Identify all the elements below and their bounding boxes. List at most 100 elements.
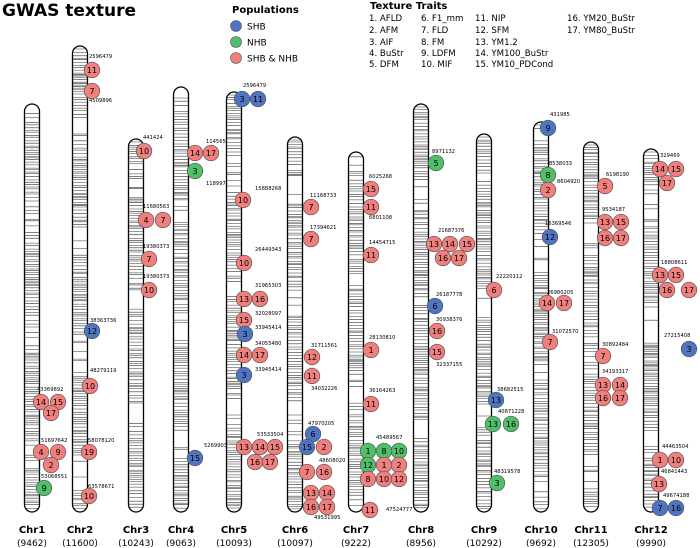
trait-marker-label: 17 — [255, 351, 265, 360]
trait-marker-label: 13 — [600, 218, 610, 227]
trait-marker-label: 11 — [253, 95, 263, 104]
position-label: 32337155 — [436, 362, 462, 368]
trait-marker: 7 — [541, 333, 559, 351]
trait-marker-label: 17 — [265, 458, 275, 467]
trait-marker-circle — [667, 160, 685, 178]
trait-marker-circle — [42, 456, 60, 474]
trait-marker: 15 — [298, 438, 316, 456]
trait-marker-circle — [485, 281, 503, 299]
trait-marker: 16 — [502, 415, 520, 433]
position-label: 26187778 — [436, 292, 462, 298]
chromosome-chr12: Chr12 (9990) 329469 18808611 27215408 4446350… — [634, 148, 698, 548]
trait-marker: 10 — [135, 142, 153, 160]
trait-marker-circle — [359, 470, 377, 488]
trait-marker-label: 15 — [671, 271, 681, 280]
chromosome-outline — [475, 133, 493, 513]
trait-marker-label: 2 — [396, 461, 401, 470]
chromosome-name: Chr2 — [67, 525, 93, 536]
trait-marker-label: 8 — [545, 171, 550, 180]
trait-marker: 11 — [249, 90, 267, 108]
position-label: 4509896 — [89, 98, 112, 104]
trait-marker-circle — [315, 438, 333, 456]
position-label: 34055480 — [255, 341, 281, 347]
trait-marker-circle — [458, 235, 476, 253]
trait-marker: 17 — [251, 346, 269, 364]
position-label: 11899752 — [206, 181, 232, 187]
trait-marker: 11 — [303, 367, 321, 385]
trait-marker: 12 — [541, 228, 559, 246]
trait-marker: 8 — [539, 166, 557, 184]
trait-item: 13. YM1.2 — [475, 38, 518, 48]
trait-marker-label: 15 — [366, 185, 376, 194]
trait-marker-label: 3 — [239, 95, 244, 104]
trait-marker-label: 10 — [144, 286, 154, 295]
chromosome-chr2: Chr2 (11600) 2596479 4509896 38363736 4827911… — [62, 45, 116, 548]
trait-marker-label: 14 — [239, 351, 249, 360]
position-label: 8538033 — [549, 161, 572, 167]
trait-marker-label: 17 — [662, 179, 672, 188]
trait-marker-circle — [680, 281, 698, 299]
chromosome-chr7: Chr7 (9222) 6025268 6801108 14454715 28130810… — [341, 151, 412, 548]
position-label: 33945414 — [255, 367, 282, 373]
trait-marker-circle — [42, 404, 60, 422]
trait-marker-label: 8 — [381, 447, 386, 456]
trait-marker: 2 — [42, 456, 60, 474]
position-label: 8604920 — [557, 179, 580, 185]
trait-marker: 11 — [362, 395, 380, 413]
trait-marker-label: 11 — [87, 66, 97, 75]
trait-marker-label: 16 — [255, 295, 265, 304]
trait-marker-label: 16 — [662, 286, 672, 295]
trait-marker-label: 6 — [310, 430, 315, 439]
trait-marker-label: 15 — [302, 443, 312, 452]
trait-marker: 2 — [315, 438, 333, 456]
chromosome-outline — [71, 45, 89, 513]
trait-marker-label: 10 — [239, 259, 249, 268]
trait-marker-label: 6 — [491, 286, 496, 295]
trait-marker-circle — [140, 281, 158, 299]
trait-marker-circle — [235, 290, 253, 308]
trait-marker-label: 7 — [547, 338, 552, 347]
trait-item: 16. YM20_BuStr — [567, 14, 635, 24]
chromosome-outline — [286, 136, 304, 513]
trait-marker-label: 16 — [306, 503, 316, 512]
position-label: 63578671 — [88, 484, 114, 490]
trait-marker-label: 15 — [53, 398, 63, 407]
trait-marker-circle — [667, 451, 685, 469]
trait-marker: 16 — [251, 290, 269, 308]
trait-marker-circle — [484, 415, 502, 433]
trait-marker-circle — [426, 297, 444, 315]
trait-marker: 7 — [298, 463, 316, 481]
position-label: 11168733 — [310, 193, 336, 199]
position-label: 51697642 — [41, 438, 67, 444]
trait-marker-label: 17 — [454, 254, 464, 263]
trait-marker-circle — [425, 235, 443, 253]
trait-item: 8. FM — [421, 38, 444, 48]
trait-marker-circle — [434, 249, 452, 267]
trait-marker-label: 17 — [322, 503, 332, 512]
band-lines — [287, 139, 303, 510]
trait-marker: 17 — [318, 498, 336, 516]
position-label: 6801108 — [369, 215, 392, 221]
trait-item: 14. YM100_BuStr — [475, 49, 549, 59]
trait-marker-circle — [318, 498, 336, 516]
trait-item: 15. YM10_PDCond — [475, 60, 553, 70]
position-label: 38682515 — [497, 387, 523, 393]
chromosome-marker-count: (11600) — [62, 539, 98, 548]
trait-marker: 5 — [596, 177, 614, 195]
trait-item: 9. LDFM — [421, 49, 456, 59]
band-lines — [348, 156, 364, 506]
trait-marker-circle — [390, 470, 408, 488]
trait-item: 1. AFLD — [369, 14, 403, 24]
chromosome-marker-count: (12305) — [573, 539, 609, 548]
trait-marker-label: 16 — [319, 468, 329, 477]
chromosome-outline — [127, 138, 145, 513]
trait-marker-label: 15 — [616, 218, 626, 227]
trait-marker-circle — [541, 228, 559, 246]
trait-marker: 14 — [251, 438, 269, 456]
chromosome-marker-count: (10093) — [216, 539, 252, 548]
chromosome-outline — [347, 151, 365, 513]
trait-marker-circle — [302, 198, 320, 216]
trait-marker: 15 — [235, 311, 253, 329]
trait-marker: 10 — [140, 281, 158, 299]
trait-marker: 4 — [32, 443, 50, 461]
